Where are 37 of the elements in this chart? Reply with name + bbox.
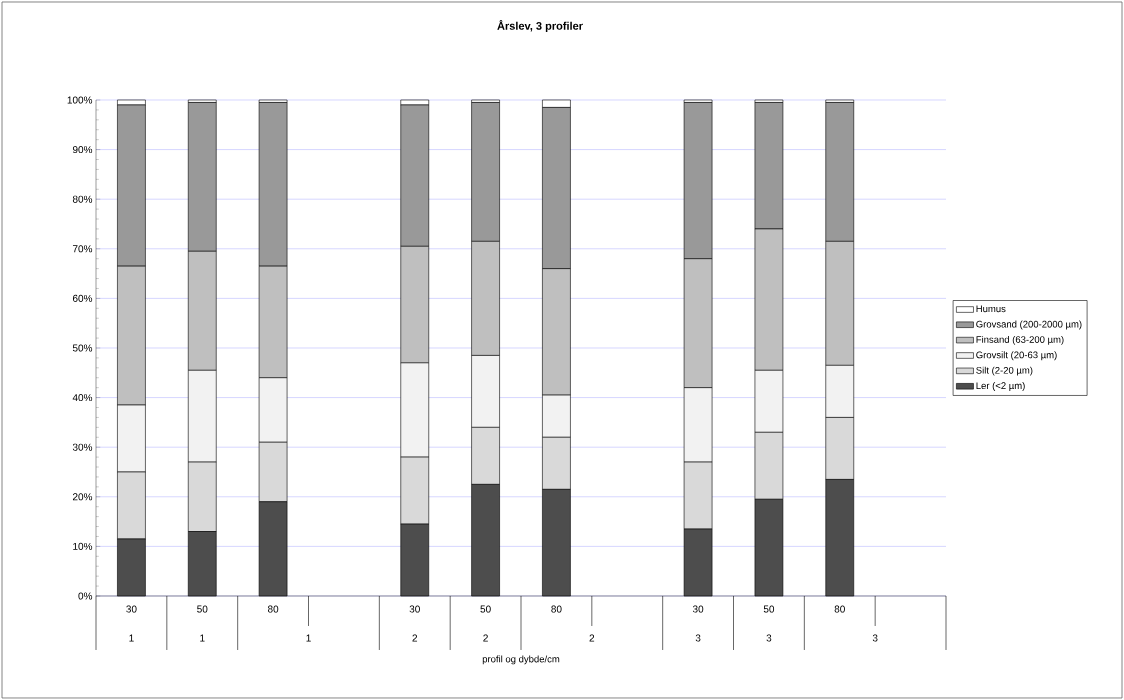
x-tick-label: 80 bbox=[267, 605, 279, 613]
text: 1 bbox=[129, 634, 134, 642]
text: 2 bbox=[483, 634, 488, 642]
x-tick-label: 80 bbox=[834, 605, 845, 613]
chart-title: Årslev, 3 profiler bbox=[497, 20, 583, 32]
y-tick-label: 50% bbox=[72, 344, 93, 352]
y-tick-label: 60% bbox=[72, 294, 93, 302]
y-tick-label: 70% bbox=[72, 245, 93, 253]
y-tick-label: 90% bbox=[72, 146, 93, 154]
y-tick-label: 80% bbox=[72, 195, 93, 203]
x-tick-label: 30 bbox=[692, 605, 704, 613]
legend-label: Grovsilt (20-63 µm) bbox=[976, 351, 1057, 361]
text: 3 bbox=[766, 634, 772, 642]
y-tick-label: 10% bbox=[73, 542, 93, 550]
text: 2 bbox=[589, 634, 595, 642]
text: 1 bbox=[306, 634, 311, 642]
y-tick-label: 40% bbox=[72, 394, 93, 402]
legend-label: Ler (<2 µm) bbox=[976, 382, 1025, 391]
x-tick-label: 30 bbox=[409, 605, 420, 613]
text: 3 bbox=[695, 634, 701, 642]
text: 2 bbox=[412, 634, 418, 642]
text: 1 bbox=[200, 634, 205, 642]
legend-label: Silt (2-20 µm) bbox=[976, 366, 1033, 376]
legend-label: Humus bbox=[976, 305, 1006, 313]
legend-label: Finsand (63-200 µm) bbox=[976, 335, 1064, 345]
x-tick-label: 50 bbox=[197, 605, 208, 613]
y-tick-label: 0% bbox=[78, 592, 93, 600]
y-tick-label: 30% bbox=[72, 443, 93, 451]
x-tick-label: 50 bbox=[480, 605, 491, 613]
legend-label: Grovsand (200-2000 µm) bbox=[976, 320, 1082, 330]
x-tick-label: 50 bbox=[763, 605, 775, 613]
x-tick-label: 80 bbox=[551, 605, 562, 613]
text: 3 bbox=[872, 634, 878, 642]
y-tick-label: 20% bbox=[72, 493, 93, 501]
x-tick-label: 30 bbox=[126, 605, 137, 613]
y-tick-label: 100% bbox=[67, 96, 93, 104]
x-axis-title: profil og dybde/cm bbox=[482, 655, 560, 665]
